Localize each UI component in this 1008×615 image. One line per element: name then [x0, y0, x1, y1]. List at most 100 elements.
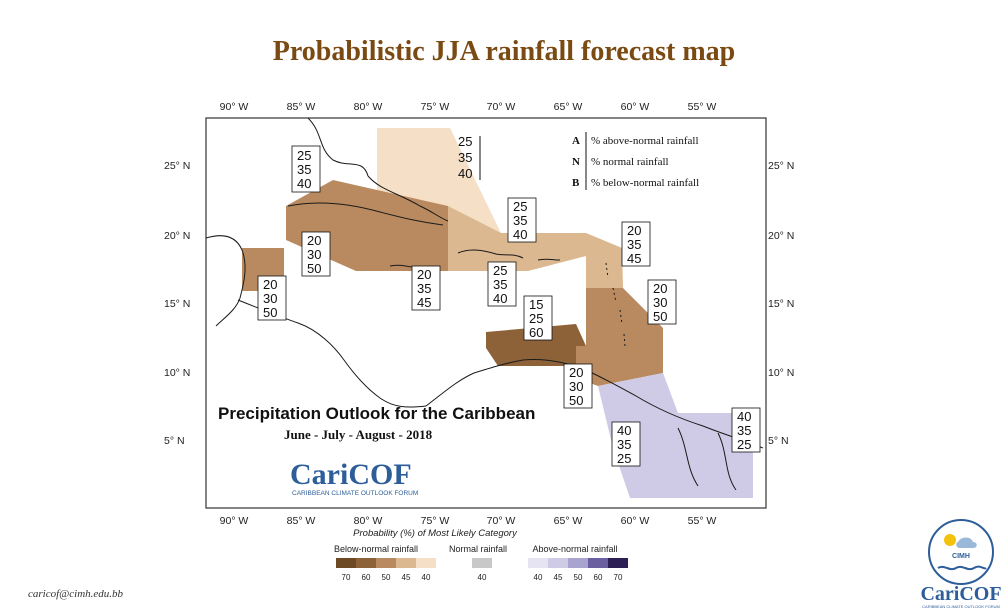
prob-normal: 30 [307, 247, 321, 262]
cloud-icon [956, 537, 977, 548]
legend-letter-b: B [572, 177, 580, 189]
prob-normal: 35 [417, 281, 431, 296]
prob-below: 50 [653, 309, 667, 324]
forecast-regions [242, 128, 753, 498]
prob-box-guyana: 40 35 25 [611, 421, 641, 467]
prob-box-trinidad: 20 30 50 [563, 363, 593, 409]
key-tick: 60 [362, 573, 371, 582]
key-swatch-below-50 [376, 558, 396, 568]
cimh-label: CIMH [952, 553, 970, 560]
key-swatch-above-45 [548, 558, 568, 568]
key-swatch-above-60 [588, 558, 608, 568]
latitude-labels-right: 25° N 20° N 15° N 10° N 5° N [768, 160, 794, 447]
lat-label: 5° N [164, 435, 185, 447]
lat-label: 25° N [768, 160, 794, 172]
key-swatch-below-40 [416, 558, 436, 568]
probability-key: Probability (%) of Most Likely Category … [334, 528, 628, 582]
caricof-tagline: CARIBBEAN CLIMATE OUTLOOK FORUM [292, 490, 418, 497]
prob-below: 60 [529, 325, 543, 340]
prob-normal: 30 [569, 379, 583, 394]
outlook-period: June - July - August - 2018 [284, 427, 433, 442]
prob-below: 40 [513, 227, 527, 242]
longitude-labels-top: 90° W 85° W 80° W 75° W 70° W 65° W 60° … [220, 101, 717, 113]
lon-label: 60° W [621, 515, 650, 527]
legend-letter-n: N [572, 156, 580, 168]
lon-label: 70° W [487, 515, 516, 527]
prob-below: 50 [263, 305, 277, 320]
legend-text-n: % normal rainfall [591, 156, 669, 168]
lon-label: 70° W [487, 101, 516, 113]
lon-label: 90° W [220, 515, 249, 527]
prob-below: 50 [307, 261, 321, 276]
cimh-caricof-tagline: CARIBBEAN CLIMATE OUTLOOK FORUM [922, 604, 1000, 609]
legend-letter-a: A [572, 135, 580, 147]
prob-box-puerto-rico: 25 35 40 [487, 261, 517, 307]
lat-label: 10° N [164, 367, 190, 379]
longitude-labels-bottom: 90° W 85° W 80° W 75° W 70° W 65° W 60° … [220, 515, 717, 527]
key-tick: 60 [594, 573, 603, 582]
key-title: Probability (%) of Most Likely Category [353, 528, 518, 539]
prob-normal: 25 [529, 311, 543, 326]
lat-label: 5° N [768, 435, 789, 447]
prob-above: 20 [627, 223, 641, 238]
slide-title: Probabilistic JJA rainfall forecast map [272, 36, 736, 67]
prob-below: 40 [493, 291, 507, 306]
coast-rivers [677, 427, 737, 491]
key-above-label: Above-normal rainfall [532, 544, 617, 554]
coast-cuba [287, 202, 444, 226]
prob-above: 20 [263, 277, 277, 292]
lat-label: 15° N [768, 298, 794, 310]
lon-label: 55° W [688, 515, 717, 527]
key-below-label: Below-normal rainfall [334, 544, 418, 554]
lat-label: 20° N [768, 230, 794, 242]
prob-normal: 35 [458, 150, 472, 165]
prob-above: 15 [529, 297, 543, 312]
prob-box-hispaniola: 25 35 40 [507, 197, 537, 243]
key-swatch-below-60 [356, 558, 376, 568]
prob-below: 45 [627, 251, 641, 266]
caricof-wordmark: CariCOF [290, 458, 412, 491]
cimh-caricof-wordmark: CariCOF [920, 583, 1001, 605]
lat-label: 15° N [164, 298, 190, 310]
key-normal-label: Normal rainfall [449, 544, 507, 554]
key-tick: 50 [382, 573, 391, 582]
prob-above: 40 [737, 409, 751, 424]
category-legend: A % above-normal rainfall N % normal rai… [572, 132, 699, 190]
footer-email: caricof@cimh.edu.bb [28, 588, 124, 600]
key-swatch-below-70 [336, 558, 356, 568]
prob-normal: 35 [513, 213, 527, 228]
prob-normal: 35 [493, 277, 507, 292]
lon-label: 55° W [688, 101, 717, 113]
lon-label: 75° W [421, 101, 450, 113]
key-tick: 70 [342, 573, 351, 582]
key-swatch-above-70 [608, 558, 628, 568]
key-tick: 40 [478, 573, 487, 582]
lon-label: 80° W [354, 515, 383, 527]
prob-normal: 30 [263, 291, 277, 306]
cimh-seal [928, 519, 994, 585]
prob-normal: 35 [617, 437, 631, 452]
key-swatch-above-50 [568, 558, 588, 568]
key-tick: 45 [402, 573, 411, 582]
prob-above: 25 [297, 148, 311, 163]
legend-text-a: % above-normal rainfall [591, 135, 699, 147]
lon-label: 85° W [287, 101, 316, 113]
prob-box-jamaica: 20 35 45 [411, 265, 441, 311]
prob-normal: 35 [627, 237, 641, 252]
prob-above: 20 [569, 365, 583, 380]
cimh-caricof-logo: CIMH CariCOF CARIBBEAN CLIMATE OUTLOOK F… [916, 514, 1006, 610]
waves-icon [937, 565, 987, 571]
coast-hispaniola [457, 249, 524, 259]
prob-below: 40 [458, 166, 472, 181]
coast-colombia-venezuela [425, 359, 587, 407]
lat-label: 20° N [164, 230, 190, 242]
coast-yucatan [205, 235, 246, 327]
region-probability-boxes: 25 35 40 25 35 40 25 35 40 20 30 50 20 [257, 134, 761, 467]
prob-below: 40 [297, 176, 311, 191]
prob-above: 20 [653, 281, 667, 296]
key-tick: 45 [554, 573, 563, 582]
prob-box-bahamas: 25 35 40 [458, 134, 481, 181]
region-windward-islands [586, 288, 663, 346]
lon-label: 90° W [220, 101, 249, 113]
lon-label: 80° W [354, 101, 383, 113]
